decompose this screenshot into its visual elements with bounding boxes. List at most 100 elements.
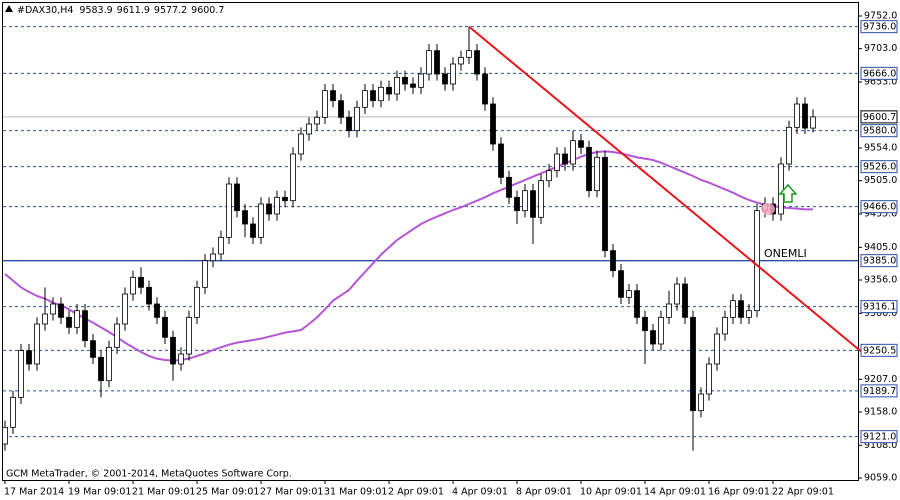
candle-body xyxy=(666,303,672,318)
plot-frame xyxy=(2,2,859,481)
level-label-box xyxy=(860,384,898,398)
x-tick-label: 19 Mar 09:01 xyxy=(68,487,131,498)
candle-body xyxy=(242,210,248,225)
current-price-label: 9600.7 xyxy=(863,112,896,123)
candle-body xyxy=(90,340,96,358)
candle-body xyxy=(610,250,616,272)
candle-body xyxy=(714,333,720,365)
level-label-box xyxy=(860,430,898,444)
level-label: 9385.0 xyxy=(863,256,896,267)
y-tick-label: 9752.0 xyxy=(864,11,897,22)
x-tick-label: 25 Mar 09:01 xyxy=(196,487,259,498)
level-label-box xyxy=(860,124,898,138)
candle-body xyxy=(2,426,8,445)
candle-body xyxy=(810,116,816,129)
candle-body xyxy=(378,86,384,102)
current-price-box xyxy=(860,110,898,124)
x-tick-label: 14 Apr 09:01 xyxy=(644,487,706,498)
candle-body xyxy=(66,316,72,328)
candle-body xyxy=(778,163,784,215)
y-tick-label: 9703.0 xyxy=(864,43,897,54)
candle-body xyxy=(106,346,112,382)
up-arrow xyxy=(778,183,798,203)
x-tick-label: 8 Apr 09:01 xyxy=(516,487,572,498)
candle-body xyxy=(306,123,312,135)
level-label-box xyxy=(860,254,898,268)
x-tick-label: 17 Mar 2014 xyxy=(4,487,64,498)
candle-body xyxy=(650,330,656,345)
candle-body xyxy=(338,100,344,118)
candle-body xyxy=(186,316,192,355)
symbol: #DAX30,H4 xyxy=(17,5,73,16)
candle-body xyxy=(362,90,368,108)
candle-body xyxy=(506,176,512,198)
y-tick-label: 9505.0 xyxy=(864,175,897,186)
candle-body xyxy=(370,90,376,102)
header-low: 9577.2 xyxy=(154,5,187,16)
candle-body xyxy=(490,103,496,145)
candle-body xyxy=(34,323,40,365)
y-tick-label: 9554.0 xyxy=(864,143,897,154)
chart-header: #DAX30,H4 9583.9 9611.9 9577.2 9600.7 xyxy=(17,5,224,16)
candle-body xyxy=(346,116,352,132)
y-tick-label: 9158.0 xyxy=(864,407,897,418)
candle-body xyxy=(738,300,744,318)
moving-average xyxy=(4,150,813,362)
candle-body xyxy=(794,103,800,128)
candle-body xyxy=(290,153,296,202)
candle-body xyxy=(754,210,760,312)
candle-body xyxy=(570,140,576,165)
candle-body xyxy=(674,283,680,305)
candle-body xyxy=(298,133,304,155)
level-label-box xyxy=(860,20,898,34)
candle-body xyxy=(210,253,216,262)
candle-body xyxy=(466,50,472,58)
candle-body xyxy=(554,153,560,172)
candle-body xyxy=(434,50,440,75)
candle-body xyxy=(282,196,288,202)
candle-body xyxy=(250,223,256,238)
candle-body xyxy=(474,50,480,75)
candle-body xyxy=(402,76,408,85)
candle-body xyxy=(546,170,552,182)
candle-body xyxy=(498,143,504,178)
candle-body xyxy=(114,323,120,348)
candle-body xyxy=(418,73,424,88)
candle-body xyxy=(194,286,200,318)
candle-body xyxy=(722,316,728,335)
candle-body xyxy=(698,393,704,412)
candle-body xyxy=(482,73,488,105)
y-tick-label: 9653.0 xyxy=(864,77,897,88)
x-tick-label: 4 Apr 09:01 xyxy=(452,487,508,498)
candle-body xyxy=(74,310,80,328)
y-tick-label: 9405.0 xyxy=(864,242,897,253)
candle-body xyxy=(602,156,608,252)
level-label-box xyxy=(860,160,898,174)
candle-body xyxy=(706,363,712,395)
candle-body xyxy=(458,56,464,65)
x-tick-label: 10 Apr 09:01 xyxy=(580,487,642,498)
candle-body xyxy=(82,310,88,342)
y-tick-label: 9207.0 xyxy=(864,374,897,385)
x-tick-label: 16 Apr 09:01 xyxy=(708,487,770,498)
candle-body xyxy=(786,126,792,165)
candle-body xyxy=(562,153,568,165)
level-label-box xyxy=(860,66,898,80)
candle-body xyxy=(218,236,224,255)
candle-body xyxy=(314,116,320,125)
candle-body xyxy=(58,303,64,318)
candle-body xyxy=(266,203,272,215)
level-label-box xyxy=(860,200,898,214)
candle-body xyxy=(690,316,696,412)
candle-body xyxy=(354,106,360,132)
candle-body xyxy=(618,270,624,298)
header-close: 9600.7 xyxy=(191,5,224,16)
y-tick-label: 9306.0 xyxy=(864,308,897,319)
x-tick-label: 2 Apr 09:01 xyxy=(388,487,444,498)
level-label: 9250.5 xyxy=(863,345,896,356)
candle-body xyxy=(634,290,640,318)
level-label: 9189.7 xyxy=(863,386,896,397)
candle-body xyxy=(426,50,432,75)
